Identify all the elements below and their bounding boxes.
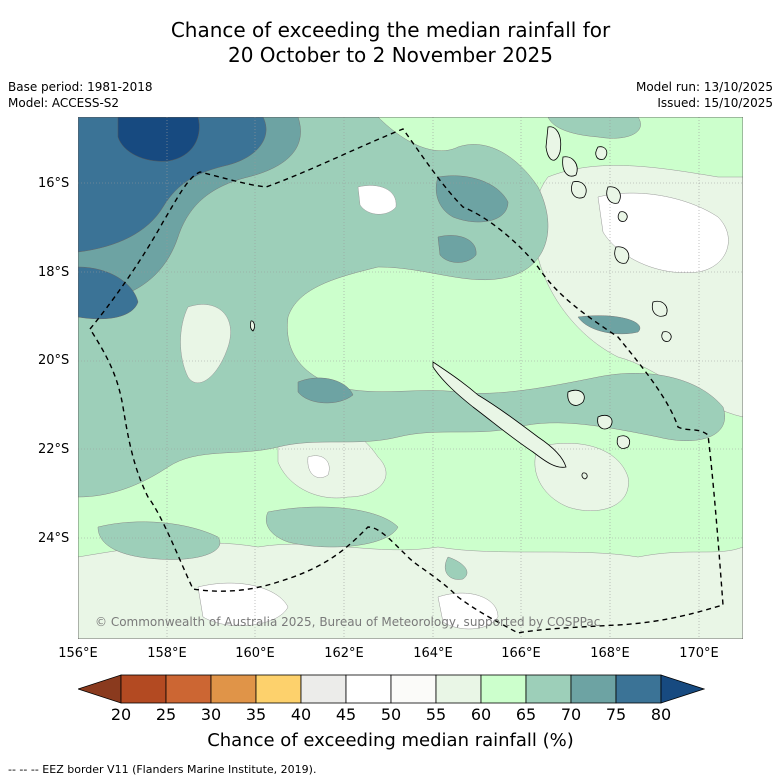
title-line-1: Chance of exceeding the median rainfall … xyxy=(170,18,611,42)
colorbar-segment xyxy=(615,674,662,704)
field-75-80 xyxy=(78,117,267,253)
field-70-75 xyxy=(297,377,354,404)
colorbar-tick: 30 xyxy=(200,705,222,724)
loyalty-island xyxy=(567,389,585,406)
vanuatu-island xyxy=(562,156,578,177)
colorbar-tick: 80 xyxy=(650,705,672,724)
issued-date: Issued: 15/10/2025 xyxy=(657,96,773,110)
colorbar-segment-over xyxy=(660,674,705,704)
colorbar-segment xyxy=(210,674,257,704)
field-65-70 xyxy=(444,556,468,580)
colorbar-label: Chance of exceeding median rainfall (%) xyxy=(207,730,574,751)
vanuatu-island xyxy=(595,146,608,160)
field-65-70 xyxy=(78,117,725,498)
island xyxy=(651,300,668,317)
lon-label-158e: 158°E xyxy=(147,646,187,661)
colorbar-segment xyxy=(345,674,392,704)
colorbar-segment-under xyxy=(78,674,122,704)
model-name: Model: ACCESS-S2 xyxy=(8,96,120,110)
lat-label-18s: 18°S xyxy=(38,265,70,280)
lat-label-20s: 20°S xyxy=(38,353,70,368)
loyalty-island xyxy=(616,435,631,449)
field-75-80 xyxy=(78,266,139,320)
lon-label-160e: 160°E xyxy=(235,646,275,661)
field-70-75 xyxy=(435,175,509,223)
model-run: Model run: 13/10/2025 xyxy=(635,80,773,94)
colorbar-segment xyxy=(390,674,437,704)
colorbar-tick: 50 xyxy=(380,705,402,724)
colorbar-segment xyxy=(165,674,212,704)
vanuatu-island xyxy=(614,246,630,264)
colorbar-segment xyxy=(435,674,482,704)
field-65-70 xyxy=(97,521,221,560)
loyalty-island xyxy=(597,414,613,430)
colorbar-segment xyxy=(525,674,572,704)
lon-label-166e: 166°E xyxy=(501,646,541,661)
eez-footnote: -- -- -- EEZ border V11 (Flanders Marine… xyxy=(8,763,317,776)
island xyxy=(250,320,255,332)
island xyxy=(581,472,588,480)
colorbar-segment xyxy=(570,674,617,704)
lon-label-170e: 170°E xyxy=(679,646,719,661)
field-70-75 xyxy=(577,315,641,335)
lon-label-164e: 164°E xyxy=(413,646,453,661)
island xyxy=(661,331,672,342)
field-65-70 xyxy=(265,506,399,548)
colorbar-tick: 65 xyxy=(515,705,537,724)
vanuatu-island xyxy=(617,211,628,222)
graticule xyxy=(78,117,743,639)
vanuatu-island xyxy=(606,186,621,204)
field-50-55 xyxy=(437,592,499,630)
lat-label-24s: 24°S xyxy=(38,531,70,546)
field-50-55 xyxy=(357,185,397,215)
colorbar-tick: 55 xyxy=(425,705,447,724)
lon-label-168e: 168°E xyxy=(590,646,630,661)
colorbar-tick: 75 xyxy=(605,705,627,724)
lon-label-162e: 162°E xyxy=(324,646,364,661)
vanuatu-island xyxy=(545,126,562,161)
colorbar xyxy=(78,674,705,704)
field-65-70 xyxy=(547,117,641,139)
colorbar-tick: 45 xyxy=(335,705,357,724)
new-caledonia-island xyxy=(432,361,567,468)
lon-label-156e: 156°E xyxy=(58,646,98,661)
colorbar-segment xyxy=(480,674,527,704)
colorbar-segment xyxy=(300,674,347,704)
colorbar-tick: 35 xyxy=(245,705,267,724)
eez-border xyxy=(89,128,724,634)
chart-title: Chance of exceeding the median rainfall … xyxy=(0,18,781,68)
field-70-75 xyxy=(437,235,477,263)
colorbar-segment xyxy=(120,674,167,704)
field-55-60 xyxy=(180,304,231,383)
field-80-plus xyxy=(117,117,200,162)
colorbar-tick: 70 xyxy=(560,705,582,724)
field-50-55 xyxy=(597,192,729,274)
base-period: Base period: 1981-2018 xyxy=(8,80,153,94)
vanuatu-island xyxy=(571,181,587,199)
colorbar-tick: 20 xyxy=(110,705,132,724)
meta-left: Base period: 1981-2018 Model: ACCESS-S2 xyxy=(8,79,153,111)
colorbar-tick: 60 xyxy=(470,705,492,724)
colorbar-segment xyxy=(255,674,302,704)
field-50-55 xyxy=(197,582,289,626)
field-50-55 xyxy=(307,455,330,478)
copyright-text: © Commonwealth of Australia 2025, Bureau… xyxy=(95,615,600,629)
lat-label-22s: 22°S xyxy=(38,442,70,457)
rainfall-map: © Commonwealth of Australia 2025, Bureau… xyxy=(78,117,743,639)
meta-right: Model run: 13/10/2025 Issued: 15/10/2025 xyxy=(636,79,773,111)
colorbar-tick: 40 xyxy=(290,705,312,724)
title-line-2: 20 October to 2 November 2025 xyxy=(227,43,554,67)
colorbar-tick: 25 xyxy=(155,705,177,724)
lat-label-16s: 16°S xyxy=(38,176,70,191)
